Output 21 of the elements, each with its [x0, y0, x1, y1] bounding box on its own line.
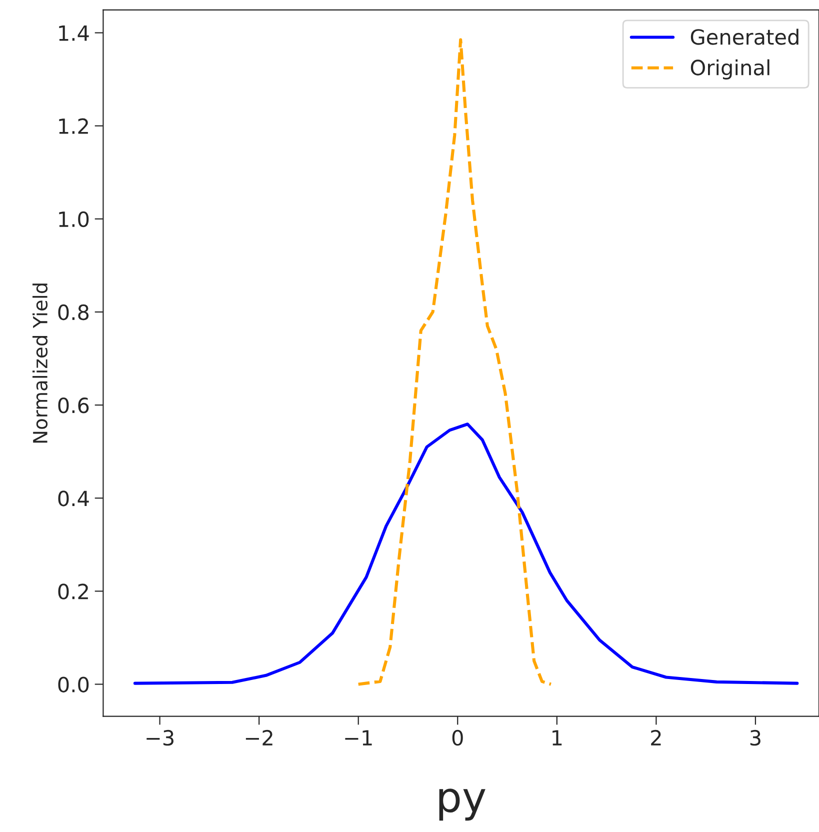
y-tick-label: 0.0	[58, 676, 89, 692]
y-tick-label: 0.8	[58, 304, 89, 320]
y-tick-label: 1.2	[59, 118, 88, 134]
x-tick-label: 3	[750, 730, 760, 746]
x-tick-label: 0	[452, 730, 463, 746]
legend-label: Original	[690, 59, 770, 80]
legend-label: Generated	[690, 28, 798, 45]
line-series	[356, 38, 552, 686]
x-tick-label: −2	[246, 730, 272, 746]
y-tick-label: 1.4	[59, 26, 89, 41]
y-tick-label: 0.4	[58, 490, 89, 506]
x-axis-title: py	[439, 788, 486, 821]
x-tick-label: −3	[146, 730, 174, 746]
x-tick-label: 2	[651, 730, 661, 746]
y-tick-label: 0.6	[58, 398, 89, 414]
y-axis-title: Normalized Yield	[32, 284, 48, 443]
y-tick-label: 0.2	[58, 584, 88, 600]
y-tick-label: 1.0	[59, 211, 89, 228]
x-tick-label: 1	[552, 730, 562, 746]
line-series	[133, 422, 799, 685]
x-tick-label: −1	[345, 730, 372, 746]
